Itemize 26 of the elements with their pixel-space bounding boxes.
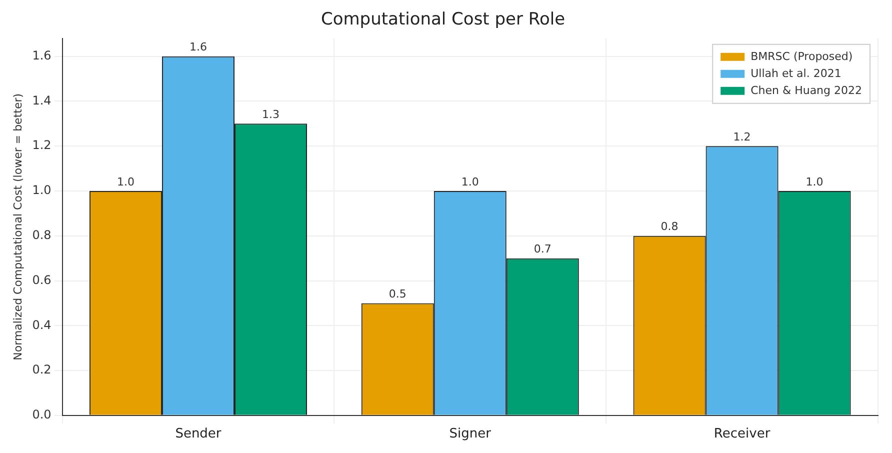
legend-label: Ullah et al. 2021 xyxy=(750,66,842,80)
data-label: 1.3 xyxy=(262,108,280,122)
data-label: 0.8 xyxy=(660,220,678,234)
y-tick-label: 1.0 xyxy=(32,183,52,198)
data-label: 1.0 xyxy=(806,175,824,188)
y-tick-label: 0.4 xyxy=(32,318,52,332)
x-tick-label: Receiver xyxy=(714,426,771,442)
y-axis-title: Normalized Computational Cost (lower = better) xyxy=(11,93,24,360)
data-label: 1.2 xyxy=(733,130,751,144)
y-tick-label: 0.0 xyxy=(32,408,52,422)
data-label: 1.6 xyxy=(189,40,207,54)
x-tick-label: Sender xyxy=(175,426,222,442)
chart-title: Computational Cost per Role xyxy=(320,10,566,30)
data-label: 1.0 xyxy=(116,175,134,188)
y-tick-label: 1.4 xyxy=(32,93,52,108)
data-label: 0.7 xyxy=(534,242,552,256)
legend-label: Chen & Huang 2022 xyxy=(750,84,862,97)
y-tick-label: 1.6 xyxy=(32,48,52,62)
y-tick-label: 0.6 xyxy=(32,272,52,287)
y-tick-label: 1.2 xyxy=(32,138,52,152)
y-tick-label: 0.8 xyxy=(32,228,52,242)
legend-label: BMRSC (Proposed) xyxy=(750,50,853,63)
data-label: 1.0 xyxy=(461,175,479,188)
y-tick-label: 0.2 xyxy=(32,362,52,377)
x-tick-label: Signer xyxy=(449,426,492,442)
data-label: 0.5 xyxy=(388,288,406,301)
